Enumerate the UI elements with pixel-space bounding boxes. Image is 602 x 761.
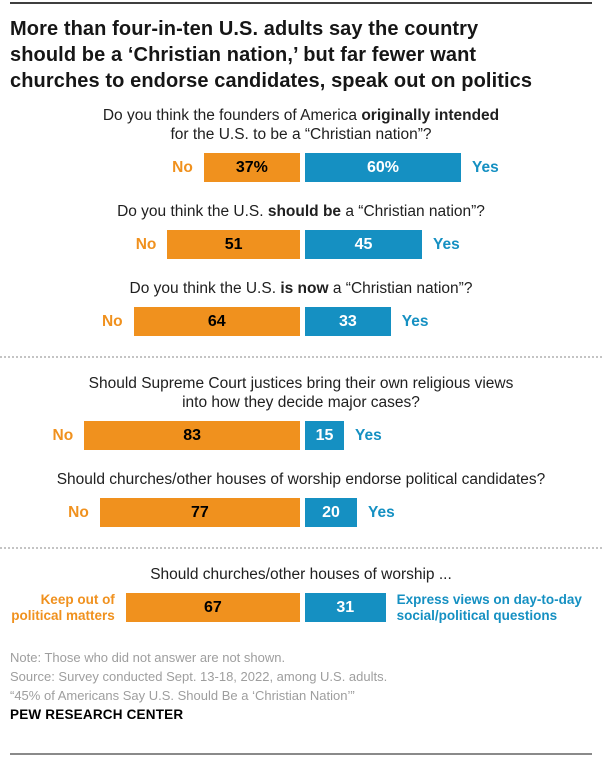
bar-value: 60% <box>366 158 400 176</box>
yes-label: Yes <box>368 504 395 521</box>
question-segment: for the U.S. to be a “Christian nation”? <box>170 126 432 143</box>
bar-row: Keep out of political matters 67 31 Express… <box>10 592 592 623</box>
bar-value: 31 <box>336 598 355 616</box>
divider-dotted <box>0 356 602 358</box>
no-label: No <box>135 236 157 253</box>
question-text: Do you think the founders of America ori… <box>10 106 592 144</box>
no-label: No <box>172 159 193 176</box>
question-line: Should Supreme Court justices bring thei… <box>10 374 592 393</box>
yes-bar: 33 <box>305 307 391 336</box>
question-block: Do you think the U.S. should be a “Chris… <box>10 202 592 259</box>
no-label: No <box>52 427 74 444</box>
bar-value: 64 <box>207 312 226 330</box>
yes-bar: 31 <box>305 593 386 622</box>
bar-value: 77 <box>190 503 209 521</box>
note-text: Note: Those who did not answer are not s… <box>10 650 286 665</box>
question-text: Should churches/other houses of worship … <box>10 470 592 489</box>
no-label: No <box>68 504 89 521</box>
question-line: for the U.S. to be a “Christian nation”? <box>10 125 592 144</box>
question-block: Do you think the U.S. is now a “Christia… <box>10 279 592 336</box>
chart-body: Do you think the founders of America ori… <box>0 106 602 623</box>
bar-row: No 64 33 Yes <box>10 307 592 336</box>
question-segment: Should churches/other houses of worship … <box>150 566 452 583</box>
bar-row: No 51 45 Yes <box>10 230 592 259</box>
question-segment: Do you think the U.S. <box>117 203 268 220</box>
question-segment: into how they decide major cases? <box>182 394 420 411</box>
yes-label: Yes <box>472 159 499 176</box>
yes-label: Yes <box>355 427 382 444</box>
question-bold-segment: should be <box>267 203 342 220</box>
question-segment: Should Supreme Court justices bring thei… <box>88 375 514 392</box>
page-title: More than four-in-ten U.S. adults say th… <box>10 18 533 92</box>
no-bar: 51 <box>167 230 300 259</box>
question-segment: Do you think the founders of America <box>102 107 362 124</box>
no-bar: 64 <box>133 307 300 336</box>
bottom-rule <box>10 753 592 755</box>
question-block: Should churches/other houses of worship … <box>10 470 592 527</box>
question-segment: a “Christian nation”? <box>328 280 473 297</box>
question-text: Do you think the U.S. is now a “Christia… <box>10 279 592 298</box>
bar-row: No 77 20 Yes <box>10 498 592 527</box>
question-segment: a “Christian nation”? <box>341 203 485 220</box>
question-segment: Do you think the U.S. <box>129 280 281 297</box>
no-bar: 83 <box>84 421 300 450</box>
bar-value: 33 <box>339 312 357 330</box>
question-segment: Should churches/other houses of worship … <box>56 471 546 488</box>
question-line: Should churches/other houses of worship … <box>10 470 592 489</box>
report-title-text: “45% of Americans Say U.S. Should Be a ‘… <box>10 688 355 703</box>
bar-row: No 83 15 Yes <box>10 421 592 450</box>
footer: Note: Those who did not answer are not s… <box>10 648 592 724</box>
yes-label: Yes <box>401 313 429 330</box>
yes-bar: 20 <box>305 498 357 527</box>
question-text: Do you think the U.S. should be a “Chris… <box>10 202 592 221</box>
question-line: Do you think the U.S. is now a “Christia… <box>10 279 592 298</box>
question-block: Do you think the founders of America ori… <box>10 106 592 182</box>
no-bar: 67 <box>125 593 300 622</box>
yes-label: Express views on day-to-day social/polit… <box>396 592 582 623</box>
bar-value: 67 <box>203 598 222 616</box>
question-line: Should churches/other houses of worship … <box>10 565 592 584</box>
no-label: No <box>101 313 123 330</box>
yes-bar: 60% <box>305 153 461 182</box>
bar-row: No 37% 60% Yes <box>10 153 592 182</box>
divider-dotted <box>0 547 602 549</box>
question-block: Should Supreme Court justices bring thei… <box>10 374 592 450</box>
yes-bar: 45 <box>305 230 422 259</box>
bar-value: 15 <box>315 426 334 444</box>
question-text: Should churches/other houses of worship … <box>10 565 592 584</box>
question-bold-segment: originally intended <box>361 107 500 124</box>
top-rule <box>10 2 592 4</box>
source-text: Source: Survey conducted Sept. 13-18, 20… <box>10 669 388 684</box>
bar-value: 83 <box>183 426 201 444</box>
question-line: Do you think the U.S. should be a “Chris… <box>10 202 592 221</box>
no-bar: 77 <box>99 498 300 527</box>
question-text: Should Supreme Court justices bring thei… <box>10 374 592 412</box>
question-bold-segment: is now <box>280 280 329 297</box>
question-line: into how they decide major cases? <box>10 393 592 412</box>
no-bar: 37% <box>203 153 300 182</box>
yes-label: Yes <box>433 236 460 253</box>
question-line: Do you think the founders of America ori… <box>10 106 592 125</box>
bar-value: 51 <box>224 235 243 253</box>
bar-value: 20 <box>322 503 340 521</box>
no-label: Keep out of political matters <box>11 592 115 623</box>
yes-bar: 15 <box>305 421 344 450</box>
bar-value: 37% <box>235 158 268 176</box>
org-name: PEW RESEARCH CENTER <box>10 707 184 722</box>
question-block: Should churches/other houses of worship … <box>10 565 592 623</box>
bar-value: 45 <box>354 235 373 253</box>
